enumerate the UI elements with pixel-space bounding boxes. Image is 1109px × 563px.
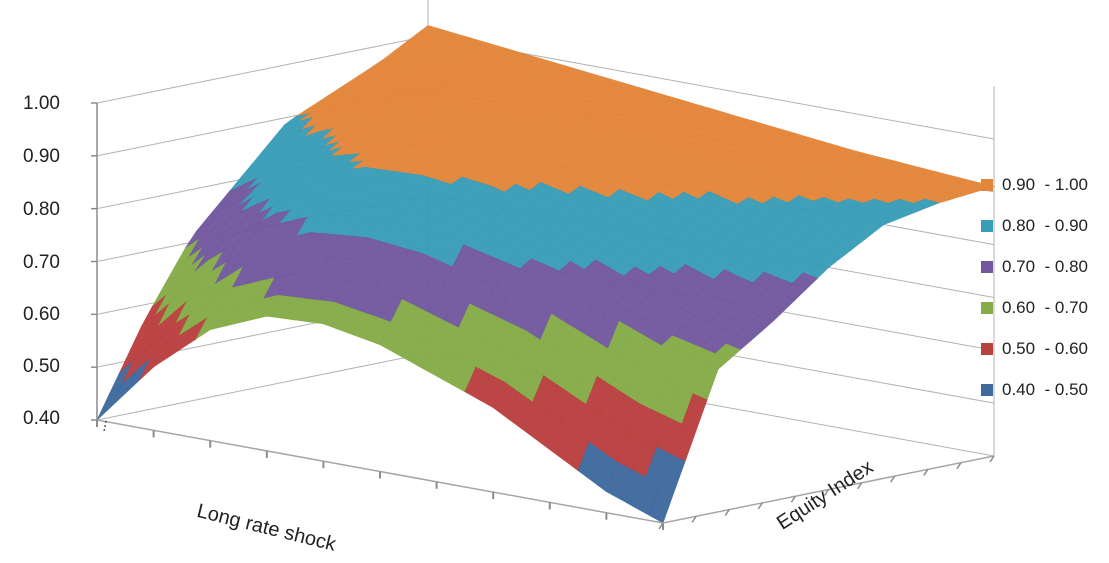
z-tick-label: 0.50 bbox=[23, 356, 60, 377]
legend-item: 0.50 - 0.60 bbox=[981, 339, 1088, 359]
surface-cell bbox=[96, 383, 123, 421]
y-axis-tick bbox=[823, 489, 830, 496]
legend-swatch bbox=[981, 179, 993, 191]
legend: 0.90 - 1.00 0.80 - 0.90 0.70 - 0.80 0.60… bbox=[981, 175, 1088, 421]
legend-swatch bbox=[981, 343, 993, 355]
legend-item: 0.40 - 0.50 bbox=[981, 380, 1088, 400]
y-axis-tick bbox=[724, 509, 730, 517]
floor-axes bbox=[96, 419, 995, 530]
z-tick-label: 0.40 bbox=[23, 408, 60, 429]
y-axis-tick bbox=[956, 462, 962, 470]
legend-label: 0.50 - 0.60 bbox=[1002, 339, 1089, 358]
legend-item: 0.90 - 1.00 bbox=[981, 175, 1088, 195]
z-tick-label: 0.80 bbox=[23, 199, 60, 220]
legend-swatch bbox=[981, 220, 993, 232]
z-tick-label: 1.00 bbox=[23, 93, 60, 114]
z-tick-label: 0.90 bbox=[23, 146, 60, 167]
legend-label: 0.70 - 0.80 bbox=[1002, 257, 1089, 276]
z-tick-label: 0.70 bbox=[23, 252, 60, 273]
legend-swatch bbox=[981, 261, 993, 273]
legend-item: 0.60 - 0.70 bbox=[981, 298, 1088, 318]
y-axis-tick bbox=[989, 455, 995, 463]
legend-item: 0.80 - 0.90 bbox=[981, 216, 1088, 236]
y-axis-tick bbox=[856, 482, 863, 490]
y-axis-tick bbox=[923, 468, 929, 476]
legend-swatch bbox=[981, 302, 993, 314]
surface-plot bbox=[96, 25, 996, 524]
surface-cell bbox=[648, 484, 675, 524]
x-tick-label: ... bbox=[92, 417, 111, 433]
z-tick-label: 0.60 bbox=[23, 304, 60, 325]
legend-item: 0.70 - 0.80 bbox=[981, 257, 1088, 277]
legend-label: 0.90 - 1.00 bbox=[1002, 175, 1089, 194]
legend-label: 0.40 - 0.50 bbox=[1002, 380, 1089, 399]
y-axis-tick bbox=[691, 515, 697, 523]
legend-swatch bbox=[981, 384, 993, 396]
y-axis-tick bbox=[757, 502, 763, 510]
legend-label: 0.60 - 0.70 bbox=[1002, 298, 1089, 317]
y-axis-tick bbox=[658, 522, 664, 530]
y-axis-tick bbox=[790, 495, 797, 503]
legend-label: 0.80 - 0.90 bbox=[1002, 216, 1089, 235]
y-axis-tick bbox=[890, 475, 896, 483]
